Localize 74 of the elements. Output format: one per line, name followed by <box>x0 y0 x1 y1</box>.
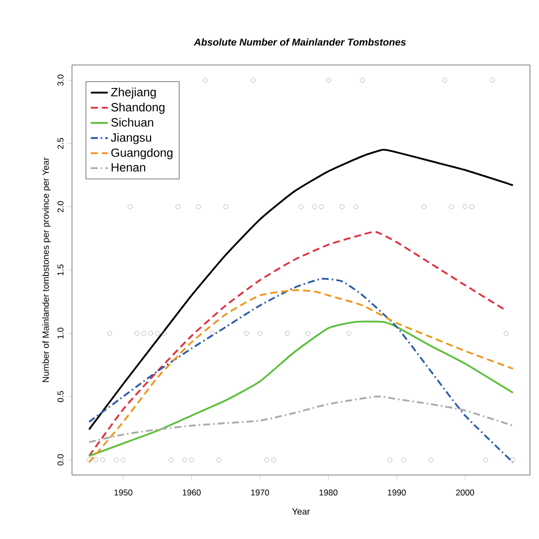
legend-label: Shandong <box>111 102 164 114</box>
y-axis-title: Number of Mainlander tombstones per province per Year <box>42 157 51 382</box>
point <box>107 330 112 336</box>
point <box>196 204 201 210</box>
x-tick-label: 2000 <box>456 490 474 496</box>
point <box>94 457 98 462</box>
point <box>216 457 222 462</box>
point <box>86 457 92 462</box>
y-tick-label: 2.0 <box>57 201 64 212</box>
line-series <box>88 148 514 430</box>
legend-label: Sichuan <box>111 118 154 127</box>
legend-label: Jiangsu <box>110 132 152 144</box>
point <box>353 204 358 210</box>
legend-label: Guangdong <box>111 148 172 160</box>
point <box>202 78 208 83</box>
point <box>223 204 228 210</box>
x-tick-label: 1950 <box>114 490 132 496</box>
point <box>470 204 474 210</box>
point <box>449 204 454 210</box>
y-tick-label: 0.0 <box>57 454 64 466</box>
point <box>134 330 140 336</box>
point <box>422 204 426 210</box>
point <box>462 204 468 210</box>
point <box>250 78 256 83</box>
point <box>189 457 194 462</box>
point <box>210 330 215 336</box>
point <box>298 204 304 210</box>
point <box>326 78 331 83</box>
legend-label: Zhejiang <box>111 88 156 99</box>
point <box>182 457 188 462</box>
point <box>258 330 262 336</box>
x-tick-label: 1980 <box>320 490 338 496</box>
point <box>100 457 106 462</box>
point <box>360 78 365 83</box>
point <box>271 457 276 462</box>
point <box>319 204 324 210</box>
point <box>128 204 132 210</box>
y-tick-label: 2.5 <box>57 138 64 149</box>
point <box>483 457 488 462</box>
point <box>504 330 508 336</box>
y-tick-label: 0.5 <box>57 391 64 402</box>
point <box>176 204 180 210</box>
legend-label: Henan <box>112 163 146 172</box>
x-axis-title: Year <box>292 508 310 515</box>
point <box>510 457 516 462</box>
y-tick-label: 3.0 <box>57 74 64 86</box>
point <box>162 330 167 336</box>
point <box>305 330 310 336</box>
x-tick-label: 1960 <box>182 490 201 496</box>
y-tick-label: 1.0 <box>57 328 64 339</box>
point <box>168 457 174 462</box>
point <box>148 330 154 336</box>
point <box>387 457 392 462</box>
point <box>312 204 318 210</box>
point <box>264 457 270 462</box>
point <box>284 330 290 336</box>
line-series <box>88 231 507 457</box>
line-series <box>88 320 514 457</box>
line-series <box>88 396 514 443</box>
point <box>244 330 249 336</box>
x-tick-label: 1990 <box>388 490 406 496</box>
point <box>346 330 352 336</box>
point <box>114 457 119 462</box>
point <box>155 330 160 336</box>
point <box>401 457 406 462</box>
point <box>340 204 344 210</box>
point <box>428 457 434 462</box>
point <box>442 78 447 83</box>
point <box>490 78 495 83</box>
point <box>120 457 126 462</box>
y-tick-label: 1.5 <box>58 264 64 276</box>
chart-title: Absolute Number of Mainlander Tombstones <box>194 38 406 46</box>
point <box>141 330 146 336</box>
x-tick-label: 1970 <box>251 490 270 496</box>
